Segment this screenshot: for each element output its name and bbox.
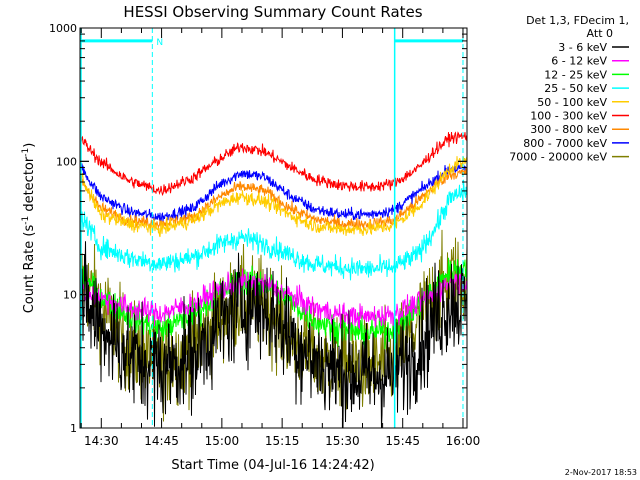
legend-header-line-2: Att 0 <box>587 27 613 40</box>
y-tick-label: 100 <box>56 155 77 168</box>
x-tick-label: 16:00 <box>446 434 481 448</box>
legend-entry-label: 800 - 7000 keV <box>523 137 607 150</box>
y-tick-label: 1000 <box>49 22 77 35</box>
x-tick-label: 14:45 <box>144 434 179 448</box>
x-tick-label: 14:30 <box>84 434 119 448</box>
series-50-100-kev <box>79 155 468 238</box>
plot-area: N 1 10 100 1000 14:30 14:45 15:00 15:15 15:30 15… <box>49 22 480 448</box>
series-300-800-kev <box>79 167 468 232</box>
y-axis-label: Count Rate (s-1 detector-1) <box>21 143 37 314</box>
series-3-6-kev <box>79 241 468 429</box>
x-tick-label: 15:00 <box>205 434 240 448</box>
legend-entry-label: 100 - 300 keV <box>530 110 607 123</box>
y-tick-label: 1 <box>70 422 77 435</box>
x-tick-label: 15:45 <box>385 434 420 448</box>
x-tick-label: 15:30 <box>325 434 360 448</box>
x-axis-label: Start Time (04-Jul-16 14:24:42) <box>171 458 374 473</box>
series-25-50-kev <box>79 179 468 281</box>
plot-timestamp: 2-Nov-2017 18:53 <box>565 468 637 477</box>
y-tick-label: 10 <box>63 289 77 302</box>
legend-entry-label: 300 - 800 keV <box>530 123 607 136</box>
plot-frame <box>79 27 468 429</box>
x-tick-label: 15:15 <box>265 434 300 448</box>
legend-entry-label: 25 - 50 keV <box>544 82 607 95</box>
series-100-300-kev <box>79 131 468 197</box>
legend-header-line-1: Det 1,3, FDecim 1, <box>526 14 629 27</box>
legend-entry-label: 3 - 6 keV <box>558 41 607 54</box>
legend-entry-label: 6 - 12 keV <box>551 55 607 68</box>
legend-entry-label: 50 - 100 keV <box>537 96 607 109</box>
chart-title: HESSI Observing Summary Count Rates <box>123 3 422 21</box>
series-800-7000-kev <box>79 162 468 223</box>
legend-entry-label: 12 - 25 keV <box>544 68 607 81</box>
legend-entry-label: 7000 - 20000 keV <box>509 151 607 164</box>
night-marker: N <box>156 38 163 48</box>
